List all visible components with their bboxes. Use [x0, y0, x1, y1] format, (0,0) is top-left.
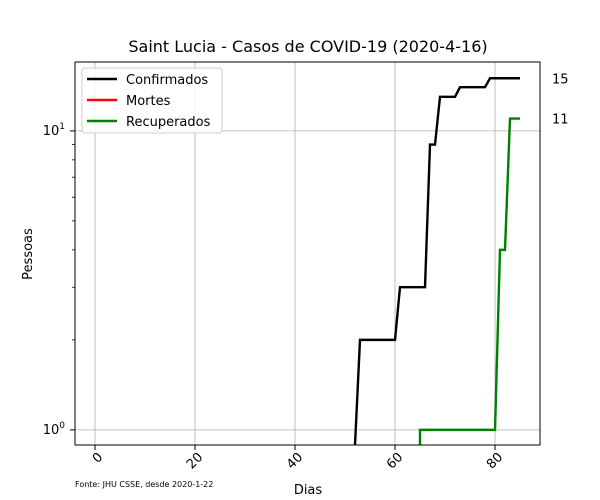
end-value-label: 15: [552, 72, 569, 87]
y-tick-label: 100: [43, 421, 66, 438]
legend-label: Confirmados: [126, 73, 208, 88]
series-line-recuperados: [418, 117, 520, 445]
x-tick-label: 0: [90, 450, 106, 466]
plot-frame: [74, 61, 541, 446]
x-tick-label: 40: [284, 450, 306, 472]
series-layer: [353, 77, 520, 445]
x-axis-label: Dias: [294, 483, 323, 498]
legend: Confirmados Mortes Recuperados: [81, 67, 223, 134]
source-note: Fonte: JHU CSSE, desde 2020-1-22: [75, 480, 213, 489]
legend-box: [81, 67, 223, 134]
x-tick-label: 20: [184, 450, 206, 472]
chart-title: Saint Lucia - Casos de COVID-19 (2020-4-…: [128, 37, 487, 56]
x-tick-label: 60: [384, 450, 406, 472]
legend-label: Recuperados: [126, 115, 211, 130]
legend-label: Mortes: [126, 94, 171, 109]
y-tick-label: 101: [43, 122, 65, 139]
x-tick-label: 80: [484, 450, 506, 472]
series-line-confirmados: [353, 77, 520, 445]
y-axis-label: Pessoas: [21, 228, 36, 280]
end-value-label: 11: [552, 113, 569, 128]
tick-layer: 0 20 40 60 80 100 101: [43, 122, 507, 472]
